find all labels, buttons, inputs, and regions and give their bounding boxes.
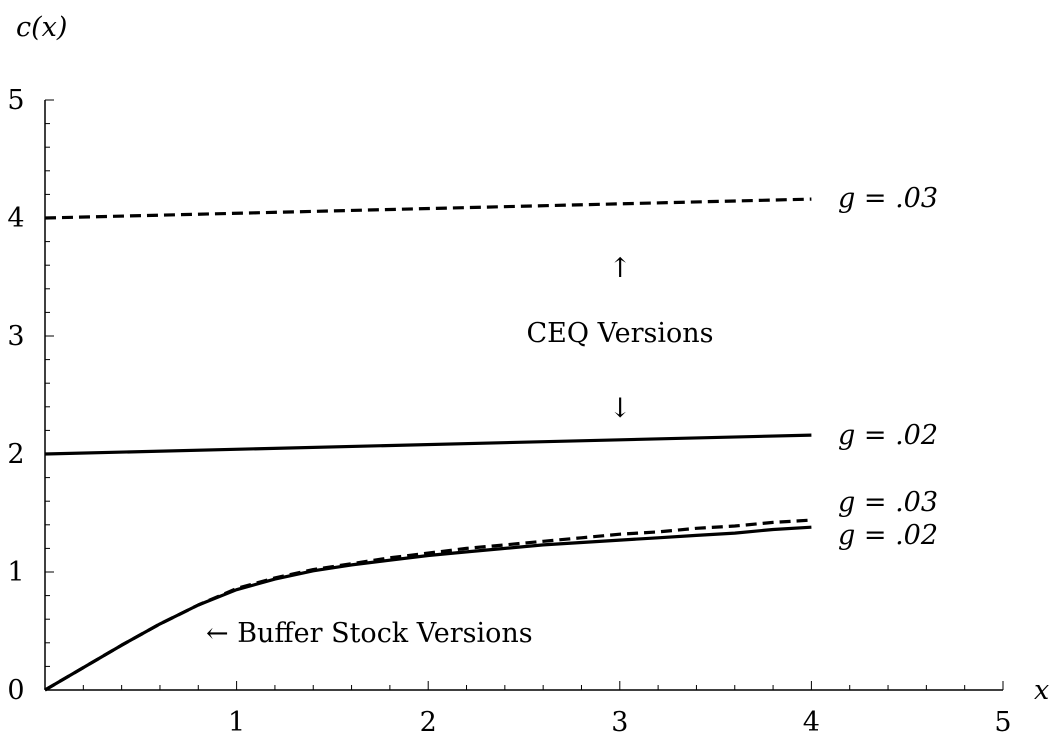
series-line-ceq-03 bbox=[44, 197, 812, 220]
series-label-buffer-g02: g = .02 bbox=[838, 520, 938, 551]
ceq-versions-annotation: CEQ Versions bbox=[527, 318, 714, 349]
y-tick-label: 1 bbox=[7, 557, 24, 588]
series-layer bbox=[44, 197, 812, 692]
series-line-buffer-stock-02 bbox=[44, 525, 812, 692]
down-arrow-annotation: ↓ bbox=[609, 393, 632, 424]
x-tick-label: 5 bbox=[994, 707, 1011, 738]
y-tick-label: 0 bbox=[7, 675, 24, 706]
y-tick-label: 5 bbox=[7, 85, 24, 116]
tick-labels: 1 2 3 4 5 0 1 2 3 4 5 bbox=[7, 85, 1011, 738]
y-tick-label: 3 bbox=[7, 321, 24, 352]
y-tick-label: 2 bbox=[7, 439, 24, 470]
series-line-ceq-02 bbox=[44, 433, 812, 456]
y-tick-label: 4 bbox=[7, 203, 24, 234]
up-arrow-annotation: ↑ bbox=[609, 253, 632, 284]
x-tick-label: 1 bbox=[228, 707, 245, 738]
y-axis-label: c(x) bbox=[16, 12, 67, 43]
buffer-stock-annotation: ← Buffer Stock Versions bbox=[206, 618, 533, 649]
x-tick-label: 4 bbox=[803, 707, 820, 738]
x-tick-label: 2 bbox=[420, 707, 437, 738]
series-label-ceq-g03: g = .03 bbox=[838, 183, 938, 214]
series-label-ceq-g02: g = .02 bbox=[838, 420, 938, 451]
series-line-buffer-stock-03 bbox=[44, 518, 812, 692]
axes bbox=[44, 100, 1003, 691]
x-axis-label: x bbox=[1034, 675, 1049, 706]
series-label-buffer-g03: g = .03 bbox=[838, 487, 938, 518]
x-tick-label: 3 bbox=[611, 707, 628, 738]
